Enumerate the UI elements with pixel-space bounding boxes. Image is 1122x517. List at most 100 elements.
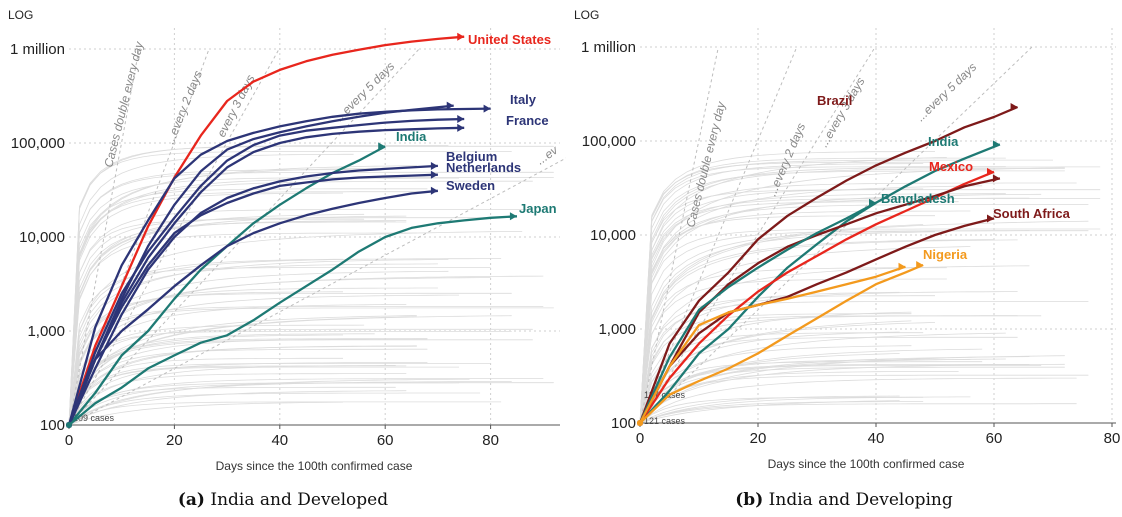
- series-line-nigeria: [639, 263, 924, 424]
- series-label-sweden: Sweden: [446, 178, 495, 193]
- series-label-netherlands: Netherlands: [446, 160, 521, 175]
- series-label-italy: Italy: [510, 92, 537, 107]
- highlighted-series: Brazil India Mexico Bangladesh South Africa N…: [637, 93, 1071, 426]
- x-tick-label: 60: [986, 430, 1003, 447]
- background-series-line: [68, 145, 449, 426]
- series-label-nigeria: Nigeria: [923, 247, 968, 262]
- doubling-line-label: ...every 2 days: [163, 69, 205, 147]
- background-series-line: [68, 392, 481, 426]
- highlighted-series: United States Italy France India BelgiumNeth…: [66, 32, 557, 428]
- x-tick-labels: 0 20 40 60 80: [65, 425, 499, 449]
- background-series-line: [639, 230, 1030, 424]
- y-tick-labels: 100 1,000 10,000 100,000 1 million: [10, 41, 65, 434]
- series-start-point: [66, 422, 72, 428]
- start-count-label: 121 cases: [644, 416, 686, 426]
- background-series-line: [68, 373, 407, 426]
- series-end-arrow: [483, 104, 491, 113]
- series-line-japan: [68, 215, 518, 426]
- background-series-line: [639, 168, 1065, 424]
- doubling-line-label: ...every 5 days: [913, 60, 979, 124]
- series-end-arrow: [869, 198, 876, 207]
- background-series-line: [68, 153, 354, 426]
- background-series-line: [639, 396, 971, 424]
- x-tick-label: 20: [750, 430, 767, 447]
- x-tick-label: 80: [482, 432, 499, 449]
- background-series-line: [68, 145, 554, 426]
- log-scale-label: LOG: [574, 8, 599, 22]
- background-series-line: [68, 151, 512, 426]
- background-series-line: [639, 291, 1018, 424]
- series-line-belgium: [67, 164, 438, 426]
- doubling-line-5-days: [68, 48, 420, 426]
- series-end-arrow: [992, 140, 1000, 149]
- background-series-line: [639, 353, 900, 424]
- series-line-brazil: [638, 105, 1019, 424]
- background-series-line: [639, 403, 1077, 424]
- background-series-line: [68, 221, 407, 426]
- series-line-unlabeled-7: [638, 265, 906, 424]
- doubling-line-3-days: [639, 46, 876, 424]
- background-series-line: [68, 165, 417, 426]
- background-series-line: [68, 348, 428, 426]
- background-series-line: [639, 159, 1053, 424]
- series-end-arrow: [509, 212, 517, 221]
- x-tick-label: 40: [271, 432, 288, 449]
- background-series-line: [68, 381, 512, 426]
- y-tick-label: 10,000: [590, 227, 636, 244]
- background-series: [68, 145, 554, 426]
- series-end-arrow: [430, 170, 438, 179]
- background-series-line: [68, 334, 343, 426]
- doubling-line-label: Cases double every day: [101, 39, 146, 168]
- background-series-line: [639, 377, 1077, 424]
- background-series-line: [68, 177, 459, 426]
- x-tick-label: 60: [377, 432, 394, 449]
- background-series-line: [639, 228, 1101, 424]
- caption-b: (b) India and Developing: [566, 490, 1122, 510]
- background-series-line: [639, 345, 912, 424]
- y-tick-label: 100: [611, 415, 636, 432]
- background-series-line: [68, 306, 544, 426]
- chart-a: Cases double every day ...every 2 days eve…: [8, 8, 566, 473]
- series-line-unlabeled-3: [67, 126, 465, 426]
- background-series-line: [68, 171, 554, 426]
- background-series-line: [639, 231, 936, 424]
- series-start-point: [637, 420, 643, 426]
- series-line-netherlands: [67, 173, 438, 426]
- series-end-arrow: [457, 115, 465, 124]
- background-series-line: [68, 232, 417, 426]
- y-tick-labels: 100 1,000 10,000 100,000 1 million: [581, 39, 636, 432]
- y-tick-label: 1 million: [10, 41, 65, 58]
- x-axis-title: Days since the 100th confirmed case: [216, 459, 413, 473]
- background-series-line: [639, 336, 1018, 424]
- series-end-arrow: [898, 262, 906, 271]
- background-series-line: [639, 400, 900, 424]
- background-series-line: [639, 361, 983, 424]
- background-series-line: [639, 204, 1089, 424]
- background-series-line: [68, 365, 396, 426]
- background-series-line: [639, 332, 1006, 424]
- series-line-unlabeled-3: [638, 177, 1001, 424]
- chart-panel-a: Cases double every day ...every 2 days eve…: [0, 8, 566, 510]
- y-tick-label: 100,000: [582, 133, 636, 150]
- background-series-line: [68, 338, 428, 426]
- x-tick-label: 0: [636, 430, 644, 447]
- background-series-line: [639, 220, 1089, 424]
- y-tick-label: 100,000: [11, 135, 65, 152]
- log-scale-label: LOG: [8, 8, 33, 22]
- caption-a: (a) India and Developed: [0, 490, 566, 510]
- background-series-line: [68, 315, 512, 426]
- series-label-france: France: [506, 113, 549, 128]
- series-end-arrow: [457, 32, 465, 41]
- background-series-line: [639, 395, 900, 424]
- background-series-line: [639, 157, 1006, 424]
- background-series-line: [639, 193, 1042, 424]
- y-tick-label: 100: [40, 417, 65, 434]
- background-series-line: [639, 167, 1065, 424]
- doubling-line-2-days: [639, 46, 798, 424]
- background-series-line: [68, 270, 449, 426]
- series-end-arrow: [987, 214, 994, 223]
- series-end-arrow: [992, 174, 1000, 183]
- y-tick-label: 1,000: [598, 321, 636, 338]
- background-series-line: [639, 246, 971, 424]
- series-line-south-africa: [638, 217, 995, 424]
